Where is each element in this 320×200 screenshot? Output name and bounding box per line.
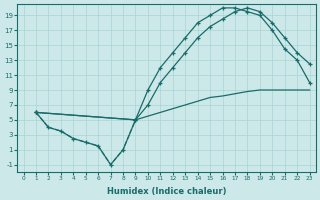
X-axis label: Humidex (Indice chaleur): Humidex (Indice chaleur) <box>107 187 226 196</box>
